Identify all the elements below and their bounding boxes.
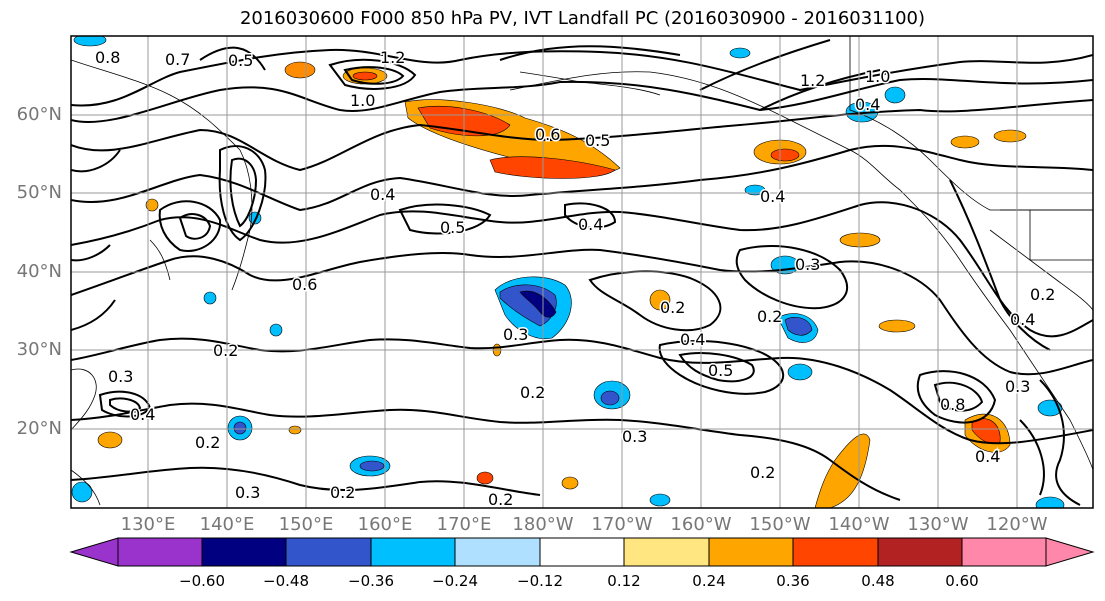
- map-frame: [70, 35, 1094, 509]
- map-panel: 0.8 0.7 0.5 1.2 1.0 0.6 0.5 0.4 0.5 0.4 …: [71, 36, 1093, 509]
- contour-label: 0.2: [1030, 285, 1055, 304]
- contour-label: 0.3: [795, 255, 820, 274]
- contour-label: 0.2: [195, 433, 220, 452]
- contour-label: 0.5: [228, 51, 253, 70]
- shading-negative: [71, 36, 1065, 508]
- lon-label: 170°W: [591, 514, 653, 535]
- colorbar-extend-low: [69, 537, 119, 567]
- contour-label: 0.2: [750, 463, 775, 482]
- contour-label: 0.4: [370, 185, 395, 204]
- colorbar-tick-label: −0.60: [179, 572, 225, 590]
- lon-label: 170°E: [436, 514, 492, 535]
- lon-label: 160°W: [670, 514, 732, 535]
- lon-label: 160°E: [357, 514, 413, 535]
- colorbar-tick-label: 0.24: [692, 572, 726, 590]
- lat-label: 60°N: [16, 104, 62, 125]
- graticule: [71, 36, 1093, 508]
- lon-label: 140°W: [828, 514, 890, 535]
- colorbar-bin: [708, 537, 794, 567]
- contour-label: 0.4: [855, 95, 880, 114]
- contour-label: 1.0: [865, 67, 890, 86]
- contour-label: 1.2: [380, 48, 405, 67]
- colorbar-bin: [285, 537, 372, 567]
- colorbar-bin: [792, 537, 879, 567]
- contour-label: 0.4: [1010, 310, 1035, 329]
- lon-label: 150°W: [749, 514, 811, 535]
- contour-label: 0.5: [708, 361, 733, 380]
- lon-label: 140°E: [199, 514, 255, 535]
- contour-label: 0.3: [108, 367, 133, 386]
- contour-label: 0.8: [95, 48, 120, 67]
- contour-label: 0.4: [975, 447, 1000, 466]
- contour-label: 0.3: [622, 427, 647, 446]
- contour-label: 0.2: [213, 341, 238, 360]
- contour-label: 0.6: [535, 125, 560, 144]
- lon-label: 130°W: [907, 514, 969, 535]
- lon-label: 120°W: [986, 514, 1048, 535]
- colorbar-tick-label: 0.12: [607, 572, 641, 590]
- contour-label: 0.2: [757, 307, 782, 326]
- colorbar-tick-label: 0.60: [945, 572, 979, 590]
- lat-label: 30°N: [16, 339, 62, 360]
- colorbar-bin: [877, 537, 963, 567]
- colorbar-tick-label: −0.24: [432, 572, 478, 590]
- lon-label: 180°W: [512, 514, 574, 535]
- contour-label: 0.8: [940, 395, 965, 414]
- colorbar-tick-label: 0.36: [776, 572, 810, 590]
- colorbar-bin: [539, 537, 625, 567]
- colorbar-tick-label: 0.48: [861, 572, 895, 590]
- contour-label: 0.4: [130, 405, 155, 424]
- contour-label: 0.5: [585, 131, 610, 150]
- colorbar-bin: [623, 537, 710, 567]
- contour-label: 0.7: [165, 50, 190, 69]
- lat-label: 40°N: [16, 261, 62, 282]
- contour-label: 0.2: [330, 483, 355, 502]
- coastlines: [71, 36, 1093, 506]
- colorbar-extend-high: [1045, 537, 1095, 567]
- colorbar-bin: [201, 537, 287, 567]
- contour-label: 0.4: [680, 330, 705, 349]
- contour-labels: 0.8 0.7 0.5 1.2 1.0 0.6 0.5 0.4 0.5 0.4 …: [94, 47, 1057, 509]
- contour-label: 0.2: [660, 298, 685, 317]
- contour-label: 0.6: [292, 275, 317, 294]
- contour-label: 0.3: [235, 483, 260, 502]
- contour-label: 0.2: [520, 383, 545, 402]
- colorbar-bin: [117, 537, 203, 567]
- lat-label: 20°N: [16, 418, 62, 439]
- colorbar-bin: [961, 537, 1047, 567]
- contour-label: 0.4: [578, 215, 603, 234]
- lon-label: 130°E: [120, 514, 176, 535]
- contour-label: 1.0: [350, 91, 375, 110]
- lat-label: 50°N: [16, 182, 62, 203]
- contour-label: 0.5: [440, 218, 465, 237]
- contour-label: 0.4: [760, 187, 785, 206]
- colorbar-tick-label: −0.36: [348, 572, 394, 590]
- contour-label: 0.3: [1005, 377, 1030, 396]
- colorbar: [69, 537, 1095, 567]
- colorbar-bin: [370, 537, 456, 567]
- lon-label: 150°E: [278, 514, 334, 535]
- colorbar-tick-label: −0.12: [517, 572, 563, 590]
- contour-label: 0.2: [488, 490, 513, 509]
- colorbar-tick-label: −0.48: [263, 572, 309, 590]
- colorbar-bin: [454, 537, 541, 567]
- contour-label: 0.3: [503, 325, 528, 344]
- contour-lines: [71, 39, 1093, 506]
- contour-label: 1.2: [800, 71, 825, 90]
- map-title: 2016030600 F000 850 hPa PV, IVT Landfall…: [239, 8, 926, 29]
